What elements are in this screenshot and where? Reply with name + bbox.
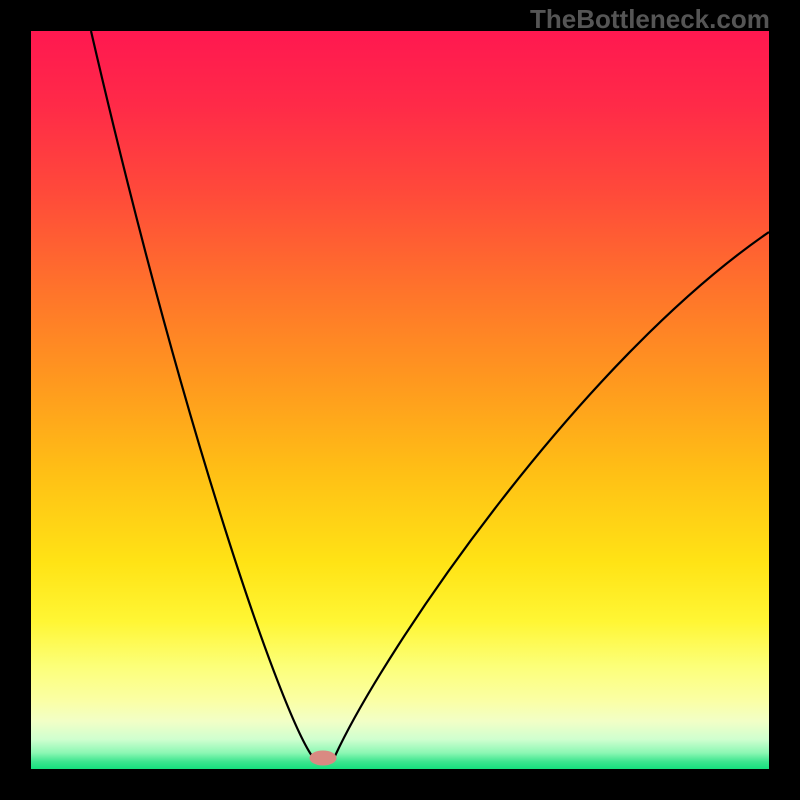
valley-marker xyxy=(310,751,336,765)
gradient-background xyxy=(31,31,769,769)
chart-frame xyxy=(31,31,769,769)
watermark-text: TheBottleneck.com xyxy=(530,4,770,35)
chart-svg xyxy=(31,31,769,769)
